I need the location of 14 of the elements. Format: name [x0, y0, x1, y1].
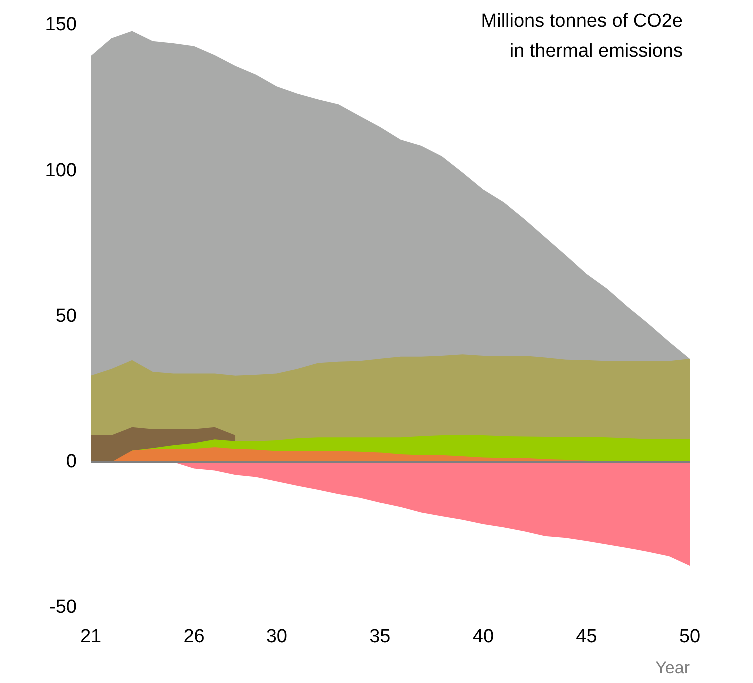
y-tick-label: 100 [45, 160, 77, 182]
y-tick-label: -50 [50, 597, 77, 618]
y-tick-label: 0 [66, 452, 77, 473]
y-tick-label: 150 [45, 14, 77, 36]
y-tick-label: 50 [56, 306, 77, 327]
x-tick-label: 30 [266, 626, 288, 648]
x-axis-title: Year [656, 658, 690, 678]
x-tick-label: 40 [472, 626, 494, 648]
x-tick-label: 21 [80, 626, 102, 648]
x-tick-label: 50 [679, 626, 701, 648]
x-tick-label: 26 [184, 626, 205, 648]
x-tick-label: 35 [370, 626, 391, 648]
x-tick-label: 45 [576, 626, 598, 648]
chart-title: Millions tonnes of CO2e in thermal emissions [481, 11, 683, 62]
